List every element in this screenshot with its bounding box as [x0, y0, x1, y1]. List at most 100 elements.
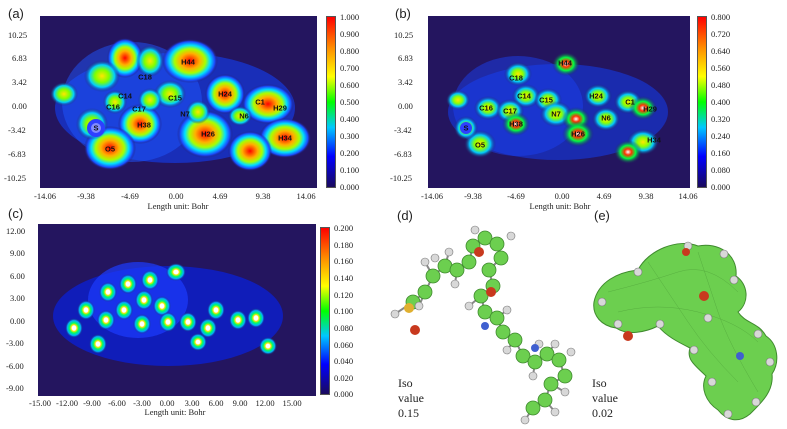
- xtick: 3.00: [184, 398, 200, 408]
- cbtick: 0.400: [340, 114, 360, 124]
- iso-value-label: Iso value 0.02: [592, 376, 618, 420]
- cbtick: 0.560: [711, 63, 731, 73]
- panel-label-c: (c): [8, 206, 24, 221]
- cbtick: 0.140: [334, 273, 354, 283]
- cbtick: 0.400: [711, 97, 731, 107]
- ytick: 12.00: [6, 226, 26, 236]
- atom-label: H26: [201, 129, 215, 139]
- xtick: 12.00: [255, 398, 275, 408]
- cbtick: 0.300: [340, 131, 360, 141]
- atom-label: H26: [571, 129, 585, 139]
- colorbar-a: [326, 16, 336, 188]
- cbtick: 0.480: [711, 80, 731, 90]
- atom-label: N7: [551, 109, 561, 119]
- xtick: 0.00: [554, 191, 570, 201]
- molecule-isosurface-e: [593, 241, 778, 421]
- atom-label: H34: [278, 133, 292, 143]
- ytick: -3.42: [8, 125, 26, 135]
- iso-value-label: Iso value 0.15: [398, 376, 424, 420]
- atom-label: C18: [509, 73, 523, 83]
- cbtick: 0.240: [711, 131, 731, 141]
- ytick: 0.00: [12, 101, 27, 111]
- xtick: 4.69: [596, 191, 612, 201]
- xtick: 14.06: [678, 191, 698, 201]
- cbtick: 0.020: [334, 373, 354, 383]
- cbtick: 0.040: [334, 356, 354, 366]
- atom-label: H38: [137, 120, 151, 130]
- cbtick: 0.160: [711, 148, 731, 158]
- ytick: 6.83: [12, 53, 27, 63]
- atom-label: H44: [558, 58, 572, 68]
- colorbar-c: [320, 227, 330, 395]
- panel-label-b: (b): [395, 6, 411, 21]
- ytick: 3.00: [10, 293, 25, 303]
- colorbar-b: [697, 16, 707, 188]
- axis-unit-label: Length unit: Bohr: [529, 201, 591, 211]
- atom-label: C16: [106, 102, 120, 112]
- cbtick: 0.100: [340, 165, 360, 175]
- ytick: -3.00: [6, 338, 24, 348]
- plot-a: H44 C18 C14 C15 H24 C1 H29 C16 C17 N7 N6…: [40, 16, 317, 188]
- ytick: 10.25: [8, 30, 28, 40]
- plot-b: H44 C18 C14 C15 H24 C1 H29 C16 C17 N7 N6…: [428, 16, 690, 188]
- xtick: -12.00: [56, 398, 78, 408]
- xtick: -4.69: [121, 191, 139, 201]
- xtick: 0.00: [159, 398, 175, 408]
- atom-label: H29: [273, 103, 287, 113]
- heatmap-b: [428, 16, 690, 188]
- cbtick: 0.000: [340, 182, 360, 192]
- atom-label: H34: [647, 135, 661, 145]
- atom-label: C15: [168, 93, 182, 103]
- atom-label: O5: [474, 140, 486, 150]
- atom-label: H38: [509, 119, 523, 129]
- xtick: 15.00: [282, 398, 302, 408]
- cbtick: 0.700: [340, 63, 360, 73]
- axis-unit-label: Length unit: Bohr: [144, 407, 206, 417]
- ytick: 3.42: [398, 77, 413, 87]
- cbtick: 0.180: [334, 240, 354, 250]
- cbtick: 0.080: [711, 165, 731, 175]
- cbtick: 0.200: [334, 223, 354, 233]
- xtick: -14.06: [34, 191, 56, 201]
- atom-label: C18: [138, 72, 152, 82]
- xtick: 4.69: [212, 191, 228, 201]
- xtick: 6.00: [208, 398, 224, 408]
- cbtick: 0.900: [340, 29, 360, 39]
- xtick: 9.38: [255, 191, 271, 201]
- ytick: -3.42: [394, 125, 412, 135]
- cbtick: 0.080: [334, 323, 354, 333]
- atom-label: H24: [218, 89, 232, 99]
- xtick: -3.00: [133, 398, 151, 408]
- xtick: -4.69: [507, 191, 525, 201]
- cbtick: 0.100: [334, 306, 354, 316]
- atom-label: H24: [589, 91, 603, 101]
- atom-label: O5: [104, 144, 116, 154]
- atom-label: C14: [118, 91, 132, 101]
- xtick: -15.00: [29, 398, 51, 408]
- ytick: -6.83: [394, 149, 412, 159]
- atom-label: C16: [479, 103, 493, 113]
- atom-label: H44: [181, 57, 195, 67]
- xtick: -9.38: [464, 191, 482, 201]
- cbtick: 0.120: [334, 290, 354, 300]
- ytick: -6.00: [6, 361, 24, 371]
- cbtick: 0.160: [334, 256, 354, 266]
- cbtick: 0.060: [334, 340, 354, 350]
- xtick: 0.00: [168, 191, 184, 201]
- cbtick: 0.720: [711, 29, 731, 39]
- heatmap-c: [38, 224, 316, 396]
- ytick: 10.25: [394, 30, 414, 40]
- atom-label: S: [463, 123, 469, 133]
- plot-c: [38, 224, 316, 396]
- xtick: -6.00: [108, 398, 126, 408]
- atom-label: C17: [503, 106, 517, 116]
- cbtick: 0.600: [340, 80, 360, 90]
- ytick: -10.25: [4, 173, 26, 183]
- xtick: -9.00: [83, 398, 101, 408]
- ytick: 0.00: [398, 101, 413, 111]
- ytick: 6.00: [10, 271, 25, 281]
- ytick: 0.00: [10, 316, 25, 326]
- atom-label: S: [93, 123, 99, 133]
- atom-label: C17: [132, 104, 146, 114]
- atom-label: H29: [643, 104, 657, 114]
